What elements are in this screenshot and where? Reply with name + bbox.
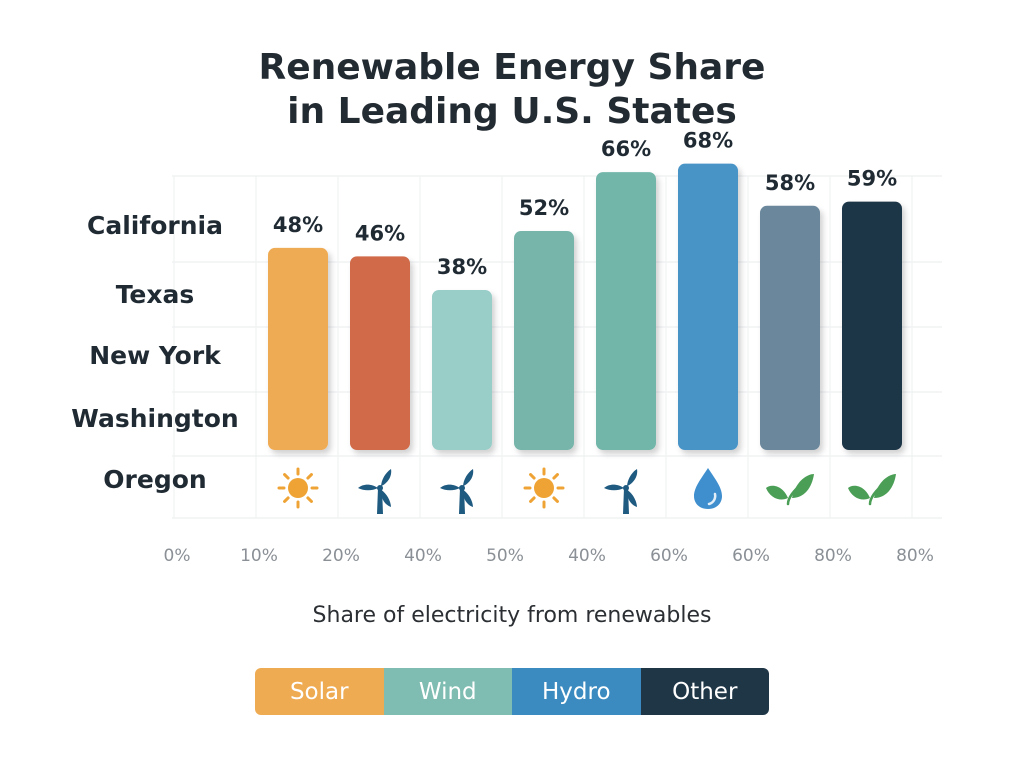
- legend-item-solar: Solar: [255, 668, 384, 715]
- legend-item-wind: Wind: [383, 668, 512, 715]
- x-tick-label: 50%: [486, 546, 524, 566]
- x-tick-label: 0%: [164, 546, 191, 566]
- row-label: New York: [89, 341, 222, 370]
- bar-value-label: 38%: [437, 255, 487, 279]
- bar-value-label: 68%: [683, 129, 733, 153]
- bars: [268, 163, 902, 450]
- x-tick-label: 60%: [732, 546, 770, 566]
- row-label: Oregon: [103, 465, 206, 494]
- chart-title: Renewable Energy Share in Leading U.S. S…: [0, 46, 1024, 134]
- bar-value-label: 58%: [765, 171, 815, 195]
- leaf-icon: [766, 474, 814, 506]
- x-tick-label: 40%: [404, 546, 442, 566]
- bar-value-label: 66%: [601, 137, 651, 161]
- x-tick-label: 80%: [896, 546, 934, 566]
- x-tick-label: 60%: [650, 546, 688, 566]
- bar-value-label: 52%: [519, 196, 569, 220]
- bar: [596, 172, 656, 450]
- bar: [350, 256, 410, 450]
- chart-title-line-1: Renewable Energy Share: [258, 47, 766, 88]
- row-label: Washington: [71, 404, 238, 433]
- water-drop-icon: [694, 468, 722, 509]
- labels: California Texas New York Washington Oregon 0…: [71, 129, 934, 566]
- wind-turbine-icon: [604, 468, 638, 514]
- sun-icon: [523, 467, 565, 509]
- wind-turbine-icon: [440, 468, 474, 514]
- x-tick-label: 20%: [322, 546, 360, 566]
- legend-item-other: Other: [640, 668, 769, 715]
- bar-value-label: 46%: [355, 221, 405, 245]
- bar: [760, 205, 820, 450]
- bar-value-label: 59%: [847, 167, 897, 191]
- leaf-icon: [848, 474, 896, 506]
- wind-turbine-icon: [358, 468, 392, 514]
- chart-title-line-2: in Leading U.S. States: [287, 91, 737, 132]
- x-tick-label: 10%: [240, 546, 278, 566]
- bar: [678, 163, 738, 450]
- x-axis-label: Share of electricity from renewables: [312, 603, 712, 628]
- bar-icons: [277, 467, 896, 514]
- x-tick-label: 80%: [814, 546, 852, 566]
- bar: [514, 231, 574, 450]
- row-label: California: [87, 211, 223, 240]
- bar: [842, 201, 902, 450]
- legend: Solar Wind Hydro Other: [255, 668, 769, 715]
- row-label: Texas: [116, 280, 195, 309]
- bar-value-label: 48%: [273, 213, 323, 237]
- bar: [268, 247, 328, 450]
- x-tick-label: 40%: [568, 546, 606, 566]
- bar-chart: California Texas New York Washington Oregon 0…: [71, 129, 942, 566]
- bar: [432, 290, 492, 450]
- sun-icon: [277, 467, 319, 509]
- legend-item-hydro: Hydro: [512, 668, 641, 715]
